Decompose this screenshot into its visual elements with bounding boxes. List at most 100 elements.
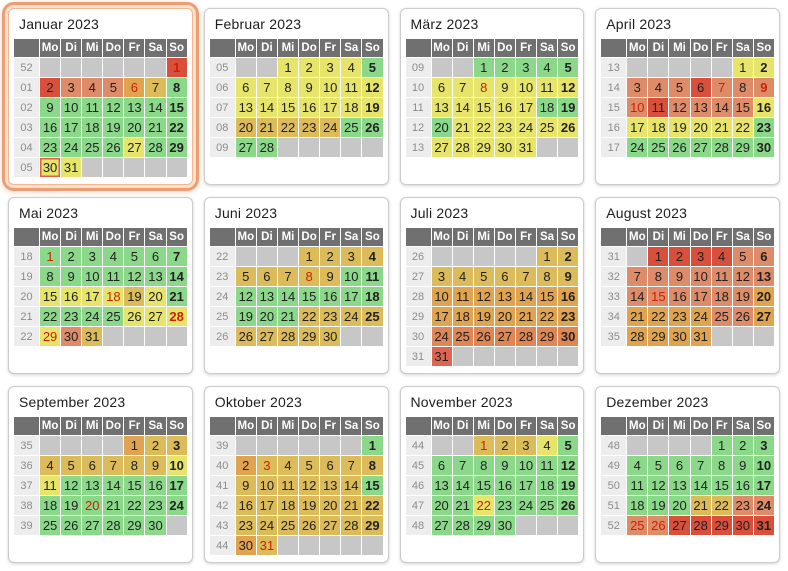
- day-cell[interactable]: 11: [711, 267, 732, 286]
- day-cell-today[interactable]: 30: [40, 158, 61, 177]
- day-cell[interactable]: 5: [103, 78, 124, 97]
- day-cell[interactable]: 28: [277, 327, 299, 346]
- day-cell[interactable]: 2: [235, 456, 256, 475]
- day-cell[interactable]: 5: [61, 456, 82, 475]
- day-cell[interactable]: 9: [40, 98, 61, 117]
- day-cell[interactable]: 27: [235, 138, 256, 157]
- day-cell[interactable]: 21: [627, 307, 648, 326]
- day-cell[interactable]: 28: [627, 327, 648, 346]
- day-cell[interactable]: 13: [145, 267, 166, 286]
- day-cell[interactable]: 20: [669, 496, 690, 515]
- day-cell[interactable]: 9: [320, 267, 341, 286]
- day-cell[interactable]: 11: [452, 287, 473, 306]
- day-cell[interactable]: 20: [431, 118, 452, 137]
- day-cell[interactable]: 30: [494, 516, 515, 535]
- day-cell[interactable]: 22: [277, 118, 299, 137]
- day-cell[interactable]: 31: [431, 347, 452, 366]
- day-cell[interactable]: 21: [166, 287, 187, 306]
- day-cell[interactable]: 4: [536, 58, 558, 77]
- day-cell[interactable]: 31: [690, 327, 711, 346]
- day-cell[interactable]: 27: [494, 327, 515, 346]
- day-cell[interactable]: 21: [277, 307, 299, 326]
- day-cell[interactable]: 8: [648, 267, 669, 286]
- day-cell[interactable]: 15: [166, 98, 187, 117]
- day-cell[interactable]: 2: [494, 436, 515, 455]
- day-cell[interactable]: 8: [536, 267, 558, 286]
- day-cell[interactable]: 12: [669, 98, 690, 117]
- day-cell[interactable]: 31: [256, 536, 277, 555]
- day-cell[interactable]: 12: [235, 287, 256, 306]
- day-cell[interactable]: 19: [669, 118, 690, 137]
- day-cell[interactable]: 30: [61, 327, 82, 346]
- day-cell[interactable]: 7: [256, 78, 277, 97]
- day-cell[interactable]: 19: [732, 287, 753, 306]
- day-cell[interactable]: 16: [320, 287, 341, 306]
- day-cell[interactable]: 20: [320, 496, 341, 515]
- day-cell[interactable]: 9: [145, 456, 166, 475]
- day-cell[interactable]: 3: [61, 78, 82, 97]
- day-cell[interactable]: 25: [452, 327, 473, 346]
- day-cell[interactable]: 6: [82, 456, 103, 475]
- day-cell[interactable]: 18: [341, 98, 362, 117]
- day-cell[interactable]: 21: [515, 307, 536, 326]
- day-cell[interactable]: 14: [711, 98, 732, 117]
- day-cell[interactable]: 22: [299, 307, 320, 326]
- day-cell[interactable]: 5: [124, 247, 145, 266]
- day-cell[interactable]: 16: [40, 118, 61, 137]
- day-cell[interactable]: 9: [299, 78, 320, 97]
- day-cell[interactable]: 19: [299, 496, 320, 515]
- day-cell[interactable]: 18: [711, 287, 732, 306]
- day-cell[interactable]: 8: [732, 78, 753, 97]
- day-cell[interactable]: 26: [669, 138, 690, 157]
- day-cell[interactable]: 22: [648, 307, 669, 326]
- day-cell[interactable]: 28: [452, 138, 473, 157]
- day-cell[interactable]: 22: [536, 307, 558, 326]
- day-cell[interactable]: 11: [627, 476, 648, 495]
- day-cell[interactable]: 24: [320, 118, 341, 137]
- day-cell[interactable]: 13: [235, 98, 256, 117]
- day-cell[interactable]: 10: [256, 476, 277, 495]
- day-cell[interactable]: 22: [362, 496, 383, 515]
- day-cell[interactable]: 3: [515, 58, 536, 77]
- day-cell[interactable]: 23: [320, 307, 341, 326]
- day-cell[interactable]: 8: [299, 267, 320, 286]
- day-cell[interactable]: 17: [320, 98, 341, 117]
- day-cell[interactable]: 14: [256, 98, 277, 117]
- day-cell[interactable]: 13: [431, 98, 452, 117]
- day-cell[interactable]: 14: [515, 287, 536, 306]
- day-cell[interactable]: 1: [473, 58, 494, 77]
- day-cell[interactable]: 23: [558, 307, 579, 326]
- day-cell[interactable]: 4: [711, 247, 732, 266]
- day-cell[interactable]: 20: [256, 307, 277, 326]
- day-cell[interactable]: 29: [711, 516, 732, 535]
- day-cell[interactable]: 18: [648, 118, 669, 137]
- day-cell[interactable]: 7: [103, 456, 124, 475]
- day-cell[interactable]: 29: [536, 327, 558, 346]
- day-cell[interactable]: 3: [690, 247, 711, 266]
- day-cell[interactable]: 31: [82, 327, 103, 346]
- day-cell[interactable]: 16: [61, 287, 82, 306]
- day-cell[interactable]: 13: [690, 98, 711, 117]
- day-cell[interactable]: 9: [669, 267, 690, 286]
- day-cell[interactable]: 18: [40, 496, 61, 515]
- day-cell[interactable]: 7: [627, 267, 648, 286]
- day-cell[interactable]: 20: [145, 287, 166, 306]
- day-cell[interactable]: 5: [362, 58, 383, 77]
- day-cell[interactable]: 3: [320, 58, 341, 77]
- day-cell[interactable]: 10: [61, 98, 82, 117]
- day-cell[interactable]: 15: [124, 476, 145, 495]
- day-cell[interactable]: 21: [103, 496, 124, 515]
- day-cell[interactable]: 27: [256, 327, 277, 346]
- day-cell[interactable]: 26: [648, 516, 669, 535]
- day-cell[interactable]: 1: [124, 436, 145, 455]
- day-cell[interactable]: 9: [61, 267, 82, 286]
- day-cell[interactable]: 21: [145, 118, 166, 137]
- day-cell[interactable]: 19: [124, 287, 145, 306]
- day-cell[interactable]: 9: [558, 267, 579, 286]
- day-cell[interactable]: 3: [431, 267, 452, 286]
- day-cell[interactable]: 29: [648, 327, 669, 346]
- day-cell[interactable]: 27: [145, 307, 166, 326]
- day-cell[interactable]: 4: [82, 78, 103, 97]
- day-cell[interactable]: 3: [627, 78, 648, 97]
- day-cell[interactable]: 8: [166, 78, 187, 97]
